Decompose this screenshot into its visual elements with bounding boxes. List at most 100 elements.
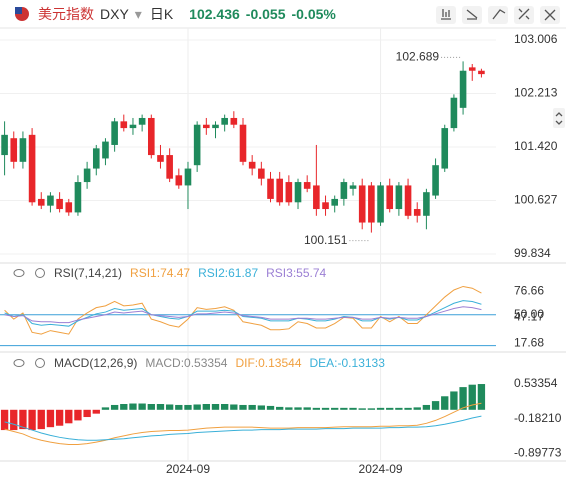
toolbar[interactable] <box>436 6 565 128</box>
price: 102.436 <box>189 6 240 22</box>
candle-body <box>28 134 36 203</box>
tool-button[interactable] <box>514 6 534 24</box>
candle-body <box>459 70 467 108</box>
macd-bar <box>46 409 55 428</box>
eye-icon[interactable] <box>13 269 25 277</box>
macd-bar <box>441 396 449 410</box>
macd-bar <box>147 404 155 410</box>
macd-bar <box>138 403 146 410</box>
macd-bar <box>129 403 137 410</box>
candle-body <box>432 165 439 196</box>
macd-bar <box>431 401 440 410</box>
candle-body <box>239 124 247 162</box>
macd-bar <box>19 409 27 430</box>
candle-body <box>193 124 201 166</box>
tool-button[interactable] <box>462 6 482 24</box>
macd-bar <box>376 407 385 410</box>
tool-icon <box>466 9 478 20</box>
gear-icon[interactable] <box>35 358 45 368</box>
gear-icon[interactable] <box>35 268 45 278</box>
macd-bar <box>193 404 201 410</box>
y-tick-label: 76.66 <box>514 283 544 297</box>
tool-button[interactable] <box>488 6 508 24</box>
candle-body <box>331 198 338 206</box>
macd-bar <box>156 404 165 410</box>
legend-name: MACD: <box>145 356 185 370</box>
macd-bar <box>303 407 311 410</box>
candle-body <box>129 124 137 129</box>
y-tick-label: 47.17 <box>514 309 544 323</box>
scroll-button[interactable] <box>553 108 565 128</box>
macd-bar <box>83 409 91 418</box>
macd-line <box>4 415 482 441</box>
candle-body <box>468 67 476 71</box>
tool-icon <box>492 9 506 20</box>
macd-bar <box>175 404 183 410</box>
instrument-name: 美元指数 <box>38 6 94 22</box>
eye-icon[interactable] <box>13 359 25 367</box>
period[interactable]: 日K <box>149 6 174 22</box>
x-tick-label: 2024-09 <box>166 462 210 476</box>
change-pct: -0.05% <box>291 6 336 22</box>
macd-bar <box>450 391 458 410</box>
rsi-line <box>4 306 482 324</box>
candle-body <box>111 121 118 145</box>
macd-bar <box>28 409 36 431</box>
candle-body <box>148 117 155 156</box>
macd-bar <box>276 406 284 410</box>
legend-name: RSI2: <box>198 266 229 280</box>
candle-body <box>423 192 430 216</box>
symbol[interactable]: DXY <box>100 6 129 22</box>
rsi-legend: RSI(7,14,21) RSI1: 74.47 RSI2: 61.87 RSI3: 55.… <box>54 265 326 281</box>
candle-body <box>19 138 27 162</box>
macd-bar <box>477 384 486 410</box>
macd-bar <box>74 409 82 421</box>
dropdown[interactable]: ▾ <box>134 5 142 22</box>
candle-body <box>138 117 146 125</box>
macd-bar <box>386 407 394 410</box>
macd-bar <box>468 384 476 410</box>
candle-body <box>441 128 449 169</box>
legend-value: 74.47 <box>160 266 191 280</box>
candle-body <box>92 148 100 169</box>
legend-value: 0.53354 <box>184 356 228 370</box>
annotation: 102.689 <box>396 50 440 64</box>
candle-body <box>450 97 458 129</box>
candle-body <box>413 209 421 216</box>
legend-name: DIF: <box>235 356 259 370</box>
macd-bar <box>294 407 302 410</box>
candle-body <box>166 155 173 179</box>
y-tick-label: 102.213 <box>514 86 558 100</box>
panel-title: RSI(7,14,21) <box>54 266 123 280</box>
tool-icon <box>555 112 563 125</box>
candle-body <box>478 70 485 75</box>
macd-bar <box>367 408 376 410</box>
macd-bar <box>37 409 45 430</box>
candle-body <box>404 185 412 216</box>
candle-body <box>313 185 320 210</box>
macd-legend: MACD(12,26,9) MACD: 0.53354 DIF: 0.13544 DEA:… <box>54 355 385 371</box>
candle-body <box>203 124 210 129</box>
candle-body <box>184 168 192 186</box>
y-tick-label: -0.89773 <box>514 445 562 459</box>
legend-name: RSI1: <box>130 266 161 280</box>
macd-bar <box>340 407 348 410</box>
candle-body <box>386 185 394 210</box>
candle-body <box>377 185 384 223</box>
macd-bar <box>459 387 467 410</box>
macd-bar <box>404 407 412 410</box>
change: -0.055 <box>245 6 286 22</box>
panel-icons <box>13 268 45 368</box>
candle-body <box>230 117 238 125</box>
tool-icon <box>518 8 530 20</box>
panel-title: MACD(12,26,9) <box>54 356 138 370</box>
macd-bar <box>202 404 210 410</box>
macd-bar <box>110 404 119 410</box>
flag-icon <box>15 7 22 14</box>
y-tick-label: 99.834 <box>514 246 551 260</box>
macd-bar <box>220 404 229 410</box>
macd-bar <box>248 404 256 410</box>
macd-bar <box>165 404 174 410</box>
candle-body <box>276 178 283 203</box>
